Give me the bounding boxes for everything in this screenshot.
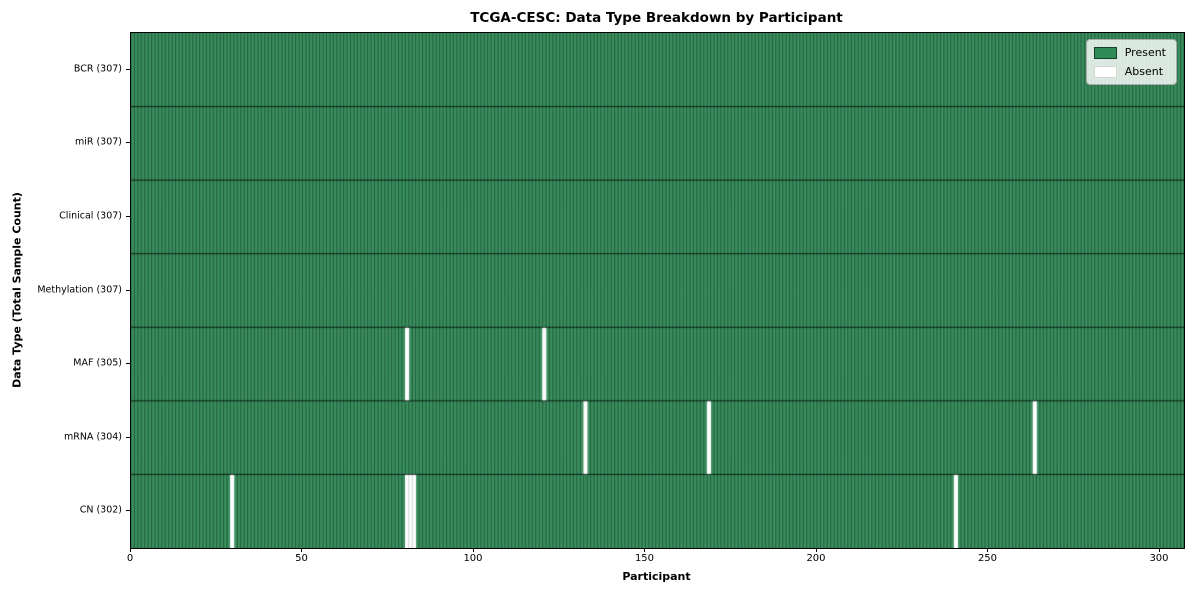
x-tick-label: 250	[977, 553, 998, 564]
present-swatch	[1093, 46, 1117, 59]
x-tick-mark	[472, 548, 474, 552]
y-tick-mark	[126, 142, 130, 144]
y-tick-mark	[126, 363, 130, 365]
x-tick-label: 50	[295, 553, 308, 564]
row-label: BCR (307)	[73, 63, 122, 75]
row-label: Methylation (307)	[37, 284, 122, 295]
legend-item-present: Present	[1093, 46, 1166, 59]
legend-label: Absent	[1124, 65, 1164, 78]
y-tick-mark	[126, 289, 130, 291]
row-label: miR (307)	[74, 136, 122, 148]
row-label: MAF (305)	[73, 357, 122, 369]
x-tick-label: 0	[126, 553, 134, 564]
row-label: mRNA (304)	[63, 431, 122, 443]
y-tick-mark	[126, 510, 130, 512]
row-label: Clinical (307)	[59, 210, 122, 222]
y-axis-label: Data Type (Total Sample Count)	[10, 192, 24, 388]
y-tick-mark	[126, 436, 130, 438]
x-tick-label: 100	[463, 553, 483, 564]
x-tick-label: 200	[806, 553, 826, 564]
x-tick-label: 150	[634, 553, 655, 564]
x-axis-label: Participant	[622, 570, 691, 583]
x-tick-mark	[130, 548, 131, 552]
x-tick-mark	[1158, 548, 1160, 552]
row-label: CN (302)	[79, 504, 122, 516]
x-tick-mark	[644, 548, 646, 552]
y-tick-mark	[126, 68, 130, 70]
x-tick-mark	[301, 548, 303, 552]
x-tick-mark	[987, 548, 989, 552]
absent-swatch	[1093, 65, 1117, 78]
legend: Present Absent	[1085, 39, 1177, 85]
legend-item-absent: Absent	[1093, 65, 1166, 78]
x-tick-mark	[815, 548, 817, 552]
legend-label: Present	[1124, 46, 1166, 59]
chart-title: TCGA-CESC: Data Type Breakdown by Partic…	[470, 10, 843, 26]
y-tick-mark	[126, 215, 130, 217]
heatmap-canvas	[131, 33, 1184, 548]
x-tick-label: 300	[1149, 553, 1169, 564]
plot-area: Present Absent	[130, 32, 1185, 549]
